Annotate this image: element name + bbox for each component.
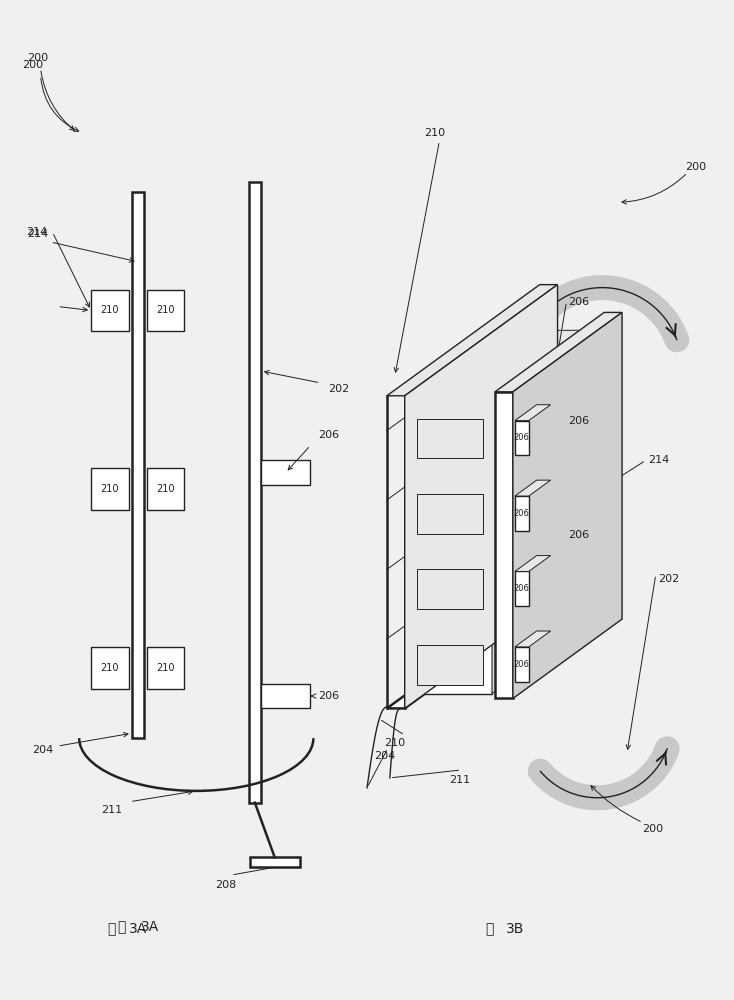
Text: 206: 206 xyxy=(514,433,530,442)
Bar xyxy=(147,647,184,689)
Text: 210: 210 xyxy=(101,663,119,673)
Text: 210: 210 xyxy=(156,663,175,673)
Text: 214: 214 xyxy=(648,455,669,465)
Text: 206: 206 xyxy=(568,297,589,307)
Text: 204: 204 xyxy=(32,745,53,755)
Text: 3A: 3A xyxy=(140,920,159,934)
Polygon shape xyxy=(515,571,528,606)
Polygon shape xyxy=(515,421,528,455)
Bar xyxy=(249,182,261,803)
Text: 211: 211 xyxy=(448,775,470,785)
Text: 图: 图 xyxy=(108,922,116,936)
Text: 206: 206 xyxy=(514,509,530,518)
Text: 206: 206 xyxy=(319,691,340,701)
Text: 206: 206 xyxy=(514,584,530,593)
Polygon shape xyxy=(417,645,483,685)
Polygon shape xyxy=(407,481,601,561)
Bar xyxy=(147,468,184,510)
Text: 210: 210 xyxy=(156,305,175,315)
Text: 214: 214 xyxy=(26,227,47,237)
Text: 211: 211 xyxy=(101,805,123,815)
Polygon shape xyxy=(495,312,622,392)
Polygon shape xyxy=(492,557,601,694)
Bar xyxy=(91,468,128,510)
Text: 206: 206 xyxy=(568,416,589,426)
Text: 200: 200 xyxy=(27,53,48,63)
Text: 3A: 3A xyxy=(128,922,147,936)
Polygon shape xyxy=(407,636,492,694)
Polygon shape xyxy=(387,285,558,396)
Text: 图: 图 xyxy=(117,920,126,934)
Polygon shape xyxy=(387,597,558,708)
Polygon shape xyxy=(417,419,483,458)
Polygon shape xyxy=(515,647,528,682)
Polygon shape xyxy=(495,392,513,698)
Polygon shape xyxy=(515,480,550,496)
Polygon shape xyxy=(492,481,601,618)
Polygon shape xyxy=(407,410,492,467)
Bar xyxy=(91,647,128,689)
Text: 210: 210 xyxy=(101,305,119,315)
Text: 214: 214 xyxy=(27,229,48,239)
Polygon shape xyxy=(513,312,622,698)
Bar xyxy=(132,192,144,738)
Text: 210: 210 xyxy=(424,128,445,138)
Text: 204: 204 xyxy=(374,751,396,761)
Bar xyxy=(261,460,310,485)
Text: 210: 210 xyxy=(156,484,175,494)
Polygon shape xyxy=(407,330,601,410)
Text: 210: 210 xyxy=(384,738,405,748)
Polygon shape xyxy=(515,631,550,647)
Polygon shape xyxy=(407,561,492,618)
Text: 图: 图 xyxy=(485,922,493,936)
Text: 208: 208 xyxy=(216,880,236,890)
Text: 206: 206 xyxy=(319,430,340,440)
Bar xyxy=(147,290,184,331)
Bar xyxy=(91,290,128,331)
Text: 202: 202 xyxy=(658,574,679,584)
Text: 206: 206 xyxy=(514,660,530,669)
Polygon shape xyxy=(407,485,492,543)
Polygon shape xyxy=(492,406,601,543)
Text: 200: 200 xyxy=(642,824,664,834)
Text: 206: 206 xyxy=(568,530,589,540)
Text: 3B: 3B xyxy=(506,922,524,936)
Bar xyxy=(250,857,299,867)
Text: 210: 210 xyxy=(101,484,119,494)
Polygon shape xyxy=(417,494,483,534)
Polygon shape xyxy=(492,330,601,467)
Polygon shape xyxy=(407,406,601,485)
Bar xyxy=(261,684,310,708)
Text: 200: 200 xyxy=(685,162,706,172)
Text: 202: 202 xyxy=(328,384,349,394)
Polygon shape xyxy=(515,496,528,531)
Text: 200: 200 xyxy=(22,60,43,70)
Polygon shape xyxy=(515,556,550,571)
Polygon shape xyxy=(407,557,601,636)
Polygon shape xyxy=(515,405,550,421)
Polygon shape xyxy=(417,569,483,609)
Polygon shape xyxy=(404,285,558,708)
